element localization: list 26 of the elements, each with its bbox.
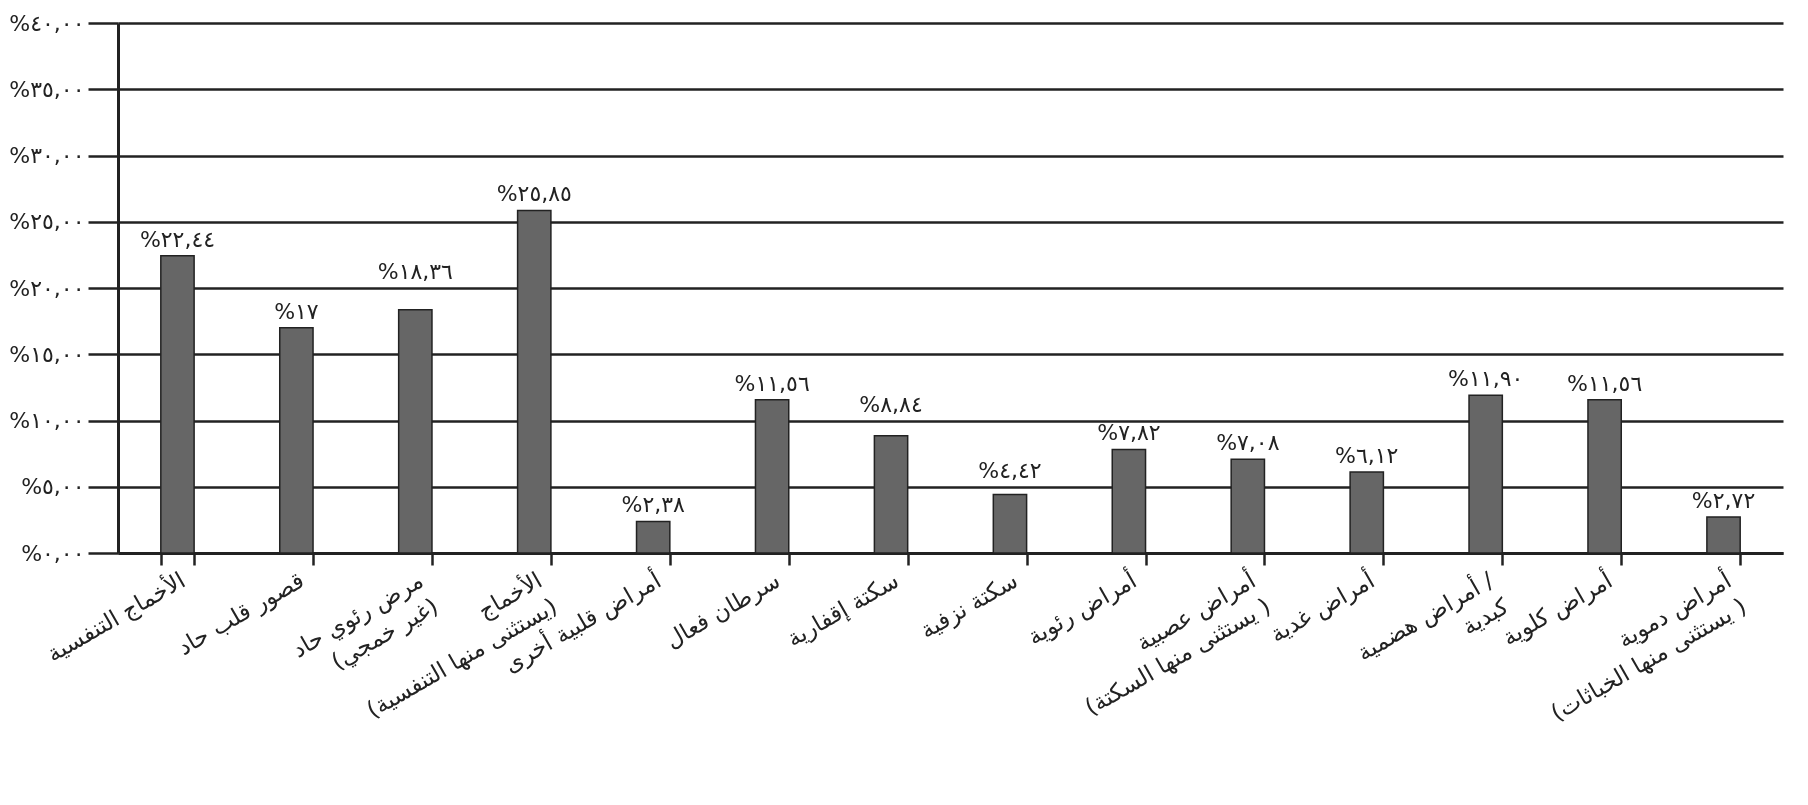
data-label: %١١,٥٦ [734, 370, 810, 396]
data-label: %١١,٩٠ [1448, 366, 1524, 392]
y-tick-label: %١٠,٠٠ [9, 408, 85, 433]
y-tick-label: %٠,٠٠ [21, 540, 85, 566]
data-label: %٦,١٢ [1335, 442, 1399, 468]
y-tick-label: %١٥,٠٠ [9, 341, 85, 367]
data-label: %٢٢,٤٤ [139, 226, 216, 252]
data-label: %٢٥,٨٥ [496, 181, 572, 207]
data-label: %٨,٨٤ [859, 391, 923, 417]
y-tick-label: %٣٠,٠٠ [9, 143, 85, 168]
data-label: %٢,٣٨ [621, 492, 686, 518]
data-label: %٧,٠٨ [1216, 430, 1280, 456]
x-tick-label: سكتة إقفارية [782, 566, 904, 653]
data-label: %١١,٥٦ [1567, 370, 1643, 396]
y-tick-label: %٢٠,٠٠ [9, 275, 85, 301]
data-label: %٢,٧٢ [1691, 487, 1756, 513]
y-tick-label: %٢٥,٠٠ [9, 209, 85, 235]
data-label: %٤,٤٢ [978, 457, 1042, 483]
y-tick-label: %٣٥,٠٠ [9, 76, 85, 102]
y-tick-label: %٤٠,٠٠ [9, 10, 85, 36]
y-tick-label: %٥,٠٠ [21, 474, 85, 500]
x-tick-label: سكتة نزفية [915, 566, 1023, 645]
data-label: %٧,٨٢ [1097, 420, 1161, 446]
x-tick-label: سرطان فعال [660, 566, 785, 654]
data-label: %١٨,٣٦ [377, 259, 453, 284]
data-label: %١٧ [274, 298, 319, 324]
